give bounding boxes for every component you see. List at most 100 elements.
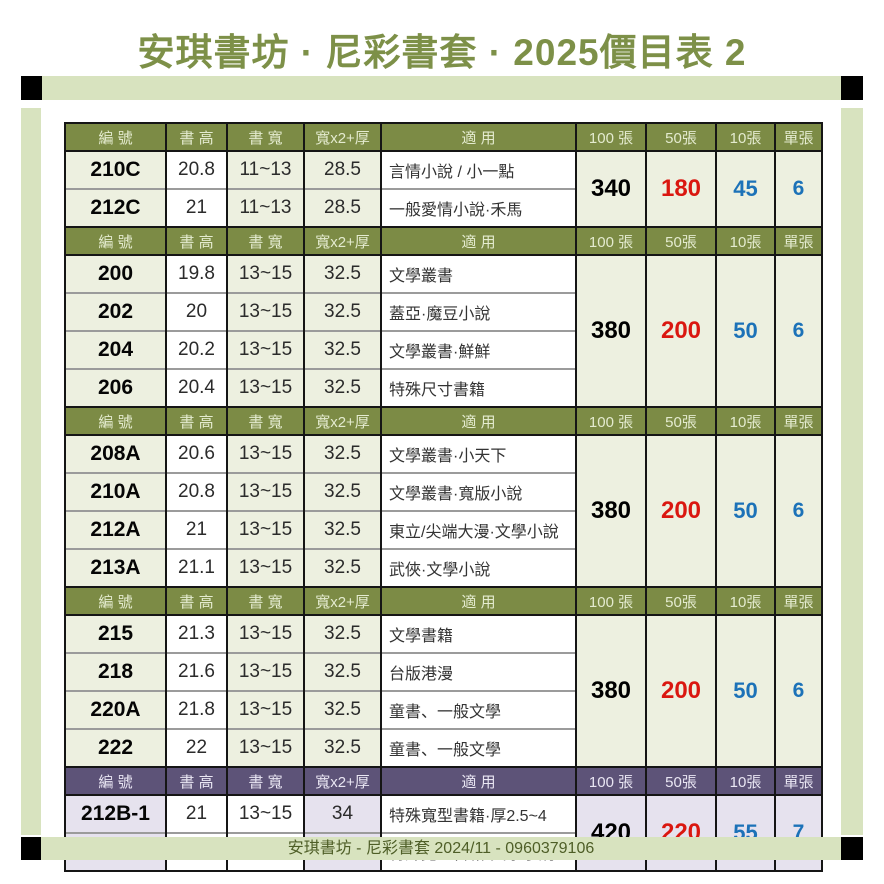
cell-code: 218 [64,652,166,691]
footer-band: 安琪書坊 - 尼彩書套 2024/11 - 0960379106 [41,837,841,860]
cell-price-50: 180 [645,151,716,227]
cell-price-100: 340 [575,151,646,227]
decor-right-band [841,108,863,835]
column-header-w2t: 寬x2+厚 [303,406,381,436]
cell-w2t: 32.5 [303,652,381,691]
table-row: 200 19.8 13~15 32.5 文學叢書 380 200 50 6 [64,255,822,407]
column-header-book-width: 書 寬 [226,122,304,152]
table-row: 206 20.4 13~15 32.5 特殊尺寸書籍 [64,368,822,407]
cell-book-height: 21 [165,510,227,549]
cell-code: 204 [64,330,166,369]
column-header-use: 適 用 [380,766,576,796]
table-header-row: 編 號 書 高 書 寬 寬x2+厚 適 用 100 張 50張 10張 單張 [64,766,822,796]
cell-price-50: 200 [645,435,716,587]
column-header-100: 100 張 [575,586,646,616]
cell-price-10: 50 [715,435,775,587]
table-row: 210C 20.8 11~13 28.5 言情小說 / 小一點 340 180 … [64,151,822,227]
page-title: 安琪書坊 · 尼彩書套 · 2025價目表 2 [137,32,747,73]
table-row: 212A 21 13~15 32.5 東立/尖端大漫·文學小說 [64,510,822,549]
cell-price-50: 200 [645,255,716,407]
cell-book-width: 13~15 [226,255,304,293]
column-header-10: 10張 [715,406,775,436]
cell-w2t: 32.5 [303,510,381,549]
cell-price-single: 6 [774,435,822,587]
column-header-w2t: 寬x2+厚 [303,122,381,152]
table-header-row: 編 號 書 高 書 寬 寬x2+厚 適 用 100 張 50張 10張 單張 [64,586,822,616]
table-row: 220A 21.8 13~15 32.5 童書、一般文學 [64,690,822,729]
cell-use: 文學叢書·寬版小說 [380,472,576,511]
cell-book-width: 11~13 [226,151,304,189]
cell-price-100: 380 [575,435,646,587]
column-header-50: 50張 [645,766,716,796]
cell-use: 文學書籍 [380,615,576,653]
column-header-10: 10張 [715,586,775,616]
cell-book-height: 21.1 [165,548,227,587]
column-header-book-height: 書 高 [165,406,227,436]
table-header-row: 編 號 書 高 書 寬 寬x2+厚 適 用 100 張 50張 10張 單張 [64,122,822,152]
cell-book-width: 13~15 [226,690,304,729]
table-row: 212C 21 11~13 28.5 一般愛情小說·禾馬 [64,188,822,227]
cell-book-width: 13~15 [226,728,304,767]
column-header-code: 編 號 [64,406,166,436]
column-header-use: 適 用 [380,406,576,436]
table-section: 編 號 書 高 書 寬 寬x2+厚 適 用 100 張 50張 10張 單張 2… [64,122,822,227]
cell-book-height: 19.8 [165,255,227,293]
cell-code: 212C [64,188,166,227]
cell-code: 222 [64,728,166,767]
column-header-book-height: 書 高 [165,586,227,616]
cell-use: 東立/尖端大漫·文學小說 [380,510,576,549]
table-section: 編 號 書 高 書 寬 寬x2+厚 適 用 100 張 50張 10張 單張 2… [64,406,822,587]
cell-w2t: 32.5 [303,368,381,407]
cell-price-single: 6 [774,151,822,227]
cell-w2t: 32.5 [303,548,381,587]
cell-use: 特殊尺寸書籍 [380,368,576,407]
column-header-w2t: 寬x2+厚 [303,226,381,256]
cell-code: 215 [64,615,166,653]
cell-w2t: 32.5 [303,435,381,473]
cell-price-single: 6 [774,615,822,767]
column-header-code: 編 號 [64,226,166,256]
cell-w2t: 32.5 [303,728,381,767]
column-header-100: 100 張 [575,766,646,796]
cell-price-10: 50 [715,255,775,407]
cell-book-height: 21.6 [165,652,227,691]
column-header-50: 50張 [645,406,716,436]
cell-book-height: 21 [165,795,227,833]
cell-book-width: 13~15 [226,330,304,369]
cell-use: 武俠·文學小說 [380,548,576,587]
column-header-single: 單張 [774,122,822,152]
column-header-use: 適 用 [380,226,576,256]
decor-corner-square-top-left [21,76,42,100]
cell-book-width: 13~15 [226,795,304,833]
table-row: 212B-1 21 13~15 34 特殊寬型書籍·厚2.5~4 420 220… [64,795,822,871]
column-header-w2t: 寬x2+厚 [303,586,381,616]
price-table: 編 號 書 高 書 寬 寬x2+厚 適 用 100 張 50張 10張 單張 2… [64,122,823,872]
cell-use: 童書、一般文學 [380,690,576,729]
column-header-50: 50張 [645,226,716,256]
cell-code: 210C [64,151,166,189]
table-header-row: 編 號 書 高 書 寬 寬x2+厚 適 用 100 張 50張 10張 單張 [64,226,822,256]
column-header-book-width: 書 寬 [226,226,304,256]
cell-price-50: 200 [645,615,716,767]
cell-code: 206 [64,368,166,407]
cell-use: 童書、一般文學 [380,728,576,767]
column-header-w2t: 寬x2+厚 [303,766,381,796]
decor-corner-square-top-right [841,76,863,100]
cell-book-width: 13~15 [226,472,304,511]
cell-price-10: 50 [715,615,775,767]
cell-w2t: 32.5 [303,472,381,511]
cell-book-width: 11~13 [226,188,304,227]
cell-book-height: 21 [165,188,227,227]
column-header-50: 50張 [645,122,716,152]
cell-w2t: 32.5 [303,615,381,653]
table-header-row: 編 號 書 高 書 寬 寬x2+厚 適 用 100 張 50張 10張 單張 [64,406,822,436]
cell-book-height: 21.8 [165,690,227,729]
column-header-50: 50張 [645,586,716,616]
table-section: 編 號 書 高 書 寬 寬x2+厚 適 用 100 張 50張 10張 單張 2… [64,226,822,407]
column-header-use: 適 用 [380,122,576,152]
column-header-single: 單張 [774,406,822,436]
decor-top-band [21,76,863,100]
cell-code: 213A [64,548,166,587]
cell-book-width: 13~15 [226,368,304,407]
column-header-book-height: 書 高 [165,766,227,796]
